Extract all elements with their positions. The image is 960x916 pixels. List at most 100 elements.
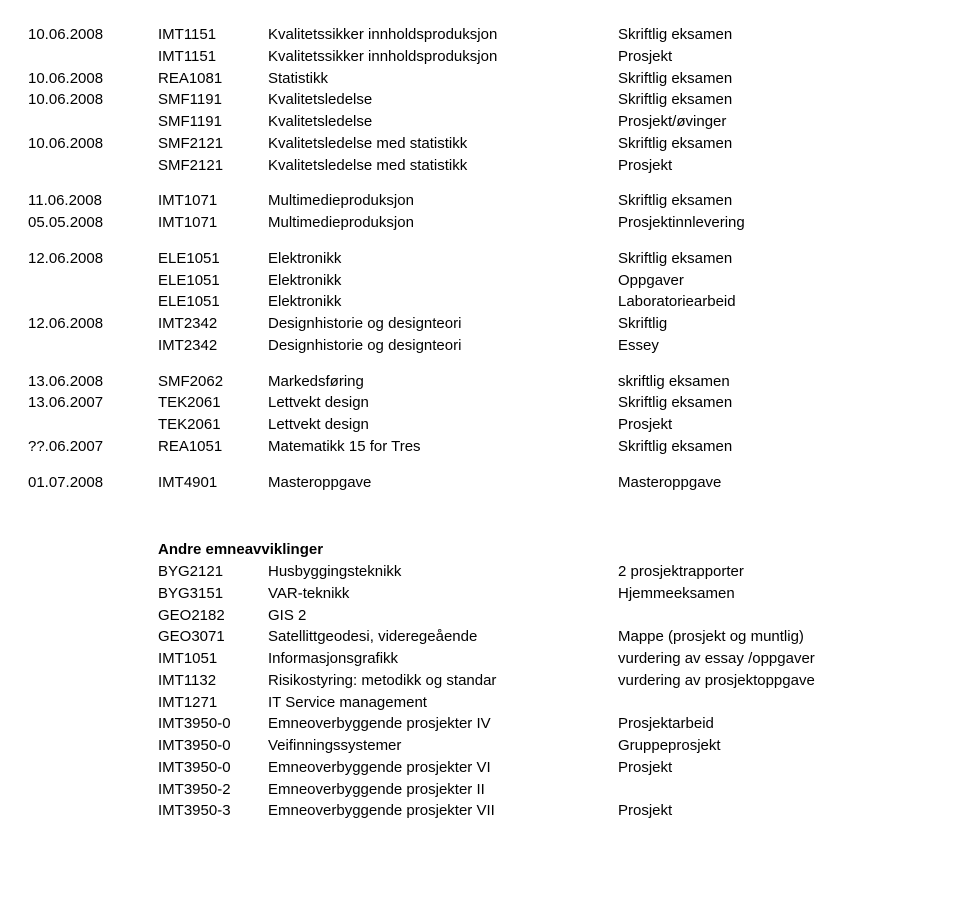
schedule-row: 05.05.2008IMT1071MultimedieproduksjonPro… xyxy=(28,212,932,234)
course-name-cell: Designhistorie og designteori xyxy=(268,313,618,335)
schedule-row: 10.06.2008SMF2121Kvalitetsledelse med st… xyxy=(28,133,932,155)
schedule-row: 12.06.2008IMT2342Designhistorie og desig… xyxy=(28,313,932,335)
schedule-row: TEK2061Lettvekt designProsjekt xyxy=(28,414,932,436)
exam-type-cell: Skriftlig eksamen xyxy=(618,68,932,90)
course-code-cell: IMT3950-3 xyxy=(158,800,268,822)
exam-type-cell: Prosjekt xyxy=(618,757,932,779)
course-code-cell: BYG2121 xyxy=(158,561,268,583)
exam-type-cell: skriftlig eksamen xyxy=(618,371,932,393)
section-spacer xyxy=(28,493,932,539)
course-name-cell: Elektronikk xyxy=(268,291,618,313)
course-code-cell: ELE1051 xyxy=(158,248,268,270)
schedule-row: 01.07.2008IMT4901MasteroppgaveMasteroppg… xyxy=(28,472,932,494)
exam-type-cell: Hjemmeeksamen xyxy=(618,583,932,605)
course-code-cell: SMF2062 xyxy=(158,371,268,393)
course-name-cell: Multimedieproduksjon xyxy=(268,212,618,234)
course-name-cell: VAR-teknikk xyxy=(268,583,618,605)
course-name-cell: Veifinningssystemer xyxy=(268,735,618,757)
exam-type-cell: Mappe (prosjekt og muntlig) xyxy=(618,626,932,648)
section-heading-row: Andre emneavviklinger xyxy=(28,539,932,561)
course-name-cell: Kvalitetssikker innholdsproduksjon xyxy=(268,24,618,46)
course-code-cell: ELE1051 xyxy=(158,291,268,313)
course-name-cell: Masteroppgave xyxy=(268,472,618,494)
date-cell: 12.06.2008 xyxy=(28,248,158,270)
course-code-cell: GEO3071 xyxy=(158,626,268,648)
course-code-cell: REA1051 xyxy=(158,436,268,458)
exam-type-cell: Prosjektarbeid xyxy=(618,713,932,735)
exam-type-cell: Skriftlig eksamen xyxy=(618,248,932,270)
exam-type-cell: vurdering av prosjektoppgave xyxy=(618,670,932,692)
exam-type-cell: Skriftlig xyxy=(618,313,932,335)
date-cell: 10.06.2008 xyxy=(28,89,158,111)
exam-type-cell: Skriftlig eksamen xyxy=(618,436,932,458)
other-course-row: IMT1051Informasjonsgrafikkvurdering av e… xyxy=(28,648,932,670)
exam-type-cell: Skriftlig eksamen xyxy=(618,89,932,111)
date-cell: 10.06.2008 xyxy=(28,24,158,46)
course-code-cell: SMF2121 xyxy=(158,155,268,177)
course-name-cell: Informasjonsgrafikk xyxy=(268,648,618,670)
other-course-row: IMT3950-0Emneoverbyggende prosjekter IVP… xyxy=(28,713,932,735)
course-code-cell: IMT3950-2 xyxy=(158,779,268,801)
date-cell: 12.06.2008 xyxy=(28,313,158,335)
schedule-row: ELE1051ElektronikkOppgaver xyxy=(28,270,932,292)
date-cell: 11.06.2008 xyxy=(28,190,158,212)
course-code-cell: IMT3950-0 xyxy=(158,757,268,779)
course-name-cell: Statistikk xyxy=(268,68,618,90)
other-course-row: IMT3950-0Emneoverbyggende prosjekter VIP… xyxy=(28,757,932,779)
course-code-cell: SMF1191 xyxy=(158,111,268,133)
course-code-cell: IMT4901 xyxy=(158,472,268,494)
course-code-cell: IMT3950-0 xyxy=(158,735,268,757)
course-name-cell: Kvalitetsledelse med statistikk xyxy=(268,133,618,155)
exam-type-cell: Prosjekt xyxy=(618,800,932,822)
schedule-document: 10.06.2008IMT1151Kvalitetssikker innhold… xyxy=(28,24,932,822)
schedule-row: ELE1051ElektronikkLaboratoriearbeid xyxy=(28,291,932,313)
schedule-row: 13.06.2007TEK2061Lettvekt designSkriftli… xyxy=(28,392,932,414)
course-code-cell: IMT3950-0 xyxy=(158,713,268,735)
date-cell: ??.06.2007 xyxy=(28,436,158,458)
course-code-cell: IMT2342 xyxy=(158,313,268,335)
exam-type-cell: Prosjekt/øvinger xyxy=(618,111,932,133)
course-name-cell: Kvalitetsledelse xyxy=(268,89,618,111)
schedule-row: 12.06.2008ELE1051ElektronikkSkriftlig ek… xyxy=(28,248,932,270)
course-code-cell: REA1081 xyxy=(158,68,268,90)
other-course-row: IMT3950-0VeifinningssystemerGruppeprosje… xyxy=(28,735,932,757)
exam-type-cell: Skriftlig eksamen xyxy=(618,24,932,46)
exam-type-cell: Oppgaver xyxy=(618,270,932,292)
course-name-cell: Elektronikk xyxy=(268,248,618,270)
other-course-row: BYG2121Husbyggingsteknikk2 prosjektrappo… xyxy=(28,561,932,583)
exam-type-cell: 2 prosjektrapporter xyxy=(618,561,932,583)
schedule-row: 10.06.2008REA1081StatistikkSkriftlig eks… xyxy=(28,68,932,90)
schedule-row: 11.06.2008IMT1071MultimedieproduksjonSkr… xyxy=(28,190,932,212)
exam-type-cell: Skriftlig eksamen xyxy=(618,190,932,212)
other-course-row: IMT3950-2Emneoverbyggende prosjekter II xyxy=(28,779,932,801)
course-name-cell: Lettvekt design xyxy=(268,392,618,414)
course-code-cell: IMT1151 xyxy=(158,24,268,46)
exam-type-cell: Prosjektinnlevering xyxy=(618,212,932,234)
course-code-cell: IMT1071 xyxy=(158,212,268,234)
section-heading: Andre emneavviklinger xyxy=(158,539,323,561)
course-name-cell: IT Service management xyxy=(268,692,618,714)
other-course-row: IMT1132Risikostyring: metodikk og standa… xyxy=(28,670,932,692)
exam-type-cell: Laboratoriearbeid xyxy=(618,291,932,313)
date-cell: 05.05.2008 xyxy=(28,212,158,234)
schedule-row: IMT2342Designhistorie og designteoriEsse… xyxy=(28,335,932,357)
course-name-cell: Kvalitetsledelse xyxy=(268,111,618,133)
exam-type-cell: Gruppeprosjekt xyxy=(618,735,932,757)
course-name-cell: Emneoverbyggende prosjekter IV xyxy=(268,713,618,735)
exam-type-cell: Essey xyxy=(618,335,932,357)
course-code-cell: IMT1151 xyxy=(158,46,268,68)
course-name-cell: Satellittgeodesi, videregeående xyxy=(268,626,618,648)
other-course-row: GEO3071Satellittgeodesi, videregeåendeMa… xyxy=(28,626,932,648)
course-code-cell: TEK2061 xyxy=(158,414,268,436)
date-cell: 01.07.2008 xyxy=(28,472,158,494)
course-name-cell: Designhistorie og designteori xyxy=(268,335,618,357)
course-name-cell: Husbyggingsteknikk xyxy=(268,561,618,583)
course-name-cell: Emneoverbyggende prosjekter VII xyxy=(268,800,618,822)
course-code-cell: BYG3151 xyxy=(158,583,268,605)
course-code-cell: IMT1071 xyxy=(158,190,268,212)
course-name-cell: Emneoverbyggende prosjekter II xyxy=(268,779,618,801)
course-name-cell: GIS 2 xyxy=(268,605,618,627)
course-name-cell: Risikostyring: metodikk og standar xyxy=(268,670,618,692)
date-cell: 13.06.2007 xyxy=(28,392,158,414)
exam-type-cell: Prosjekt xyxy=(618,46,932,68)
